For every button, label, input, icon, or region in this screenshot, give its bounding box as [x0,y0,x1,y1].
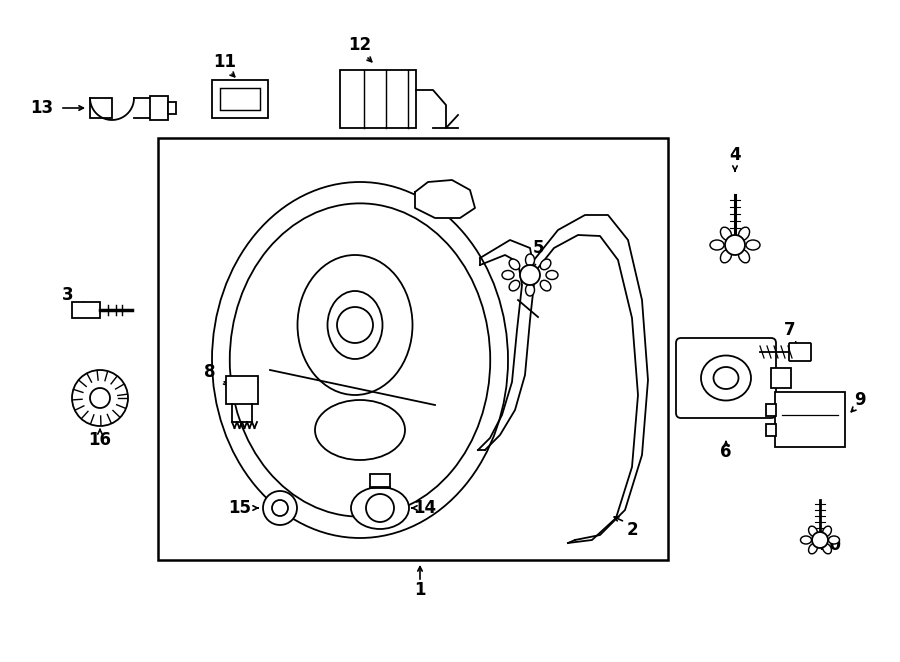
Bar [771,368,791,388]
Ellipse shape [714,367,739,389]
Ellipse shape [720,227,732,240]
Text: 14: 14 [413,499,436,517]
Bar [766,404,776,416]
Text: 9: 9 [854,391,866,409]
Ellipse shape [546,271,558,279]
Circle shape [263,491,297,525]
Circle shape [366,494,394,522]
Circle shape [72,370,128,426]
Ellipse shape [808,544,817,554]
Text: 10: 10 [818,536,842,554]
Ellipse shape [230,203,491,516]
Bar [212,80,268,118]
Bar [168,102,176,114]
Text: 8: 8 [204,363,216,381]
Circle shape [725,235,745,255]
Ellipse shape [540,280,551,291]
Bar [72,302,100,318]
Ellipse shape [351,487,409,529]
Ellipse shape [746,240,760,250]
Ellipse shape [502,271,514,279]
Circle shape [812,532,828,548]
FancyBboxPatch shape [676,338,776,418]
Ellipse shape [526,284,535,296]
Bar [158,138,668,560]
Bar [220,88,260,110]
Bar [150,96,168,120]
Ellipse shape [738,227,750,240]
Text: 15: 15 [229,499,251,517]
Text: 16: 16 [88,431,112,449]
Bar [766,424,776,436]
Ellipse shape [738,250,750,263]
Text: 7: 7 [784,321,796,339]
Bar [90,98,112,118]
Circle shape [90,388,110,408]
Circle shape [520,265,540,285]
Text: 13: 13 [31,99,54,117]
Circle shape [272,500,288,516]
Ellipse shape [526,254,535,266]
Bar [775,392,845,447]
Circle shape [337,307,373,343]
Bar [226,376,258,404]
Ellipse shape [710,240,724,250]
Ellipse shape [212,182,508,538]
Ellipse shape [808,526,817,536]
Text: 5: 5 [532,239,544,257]
Bar [340,70,416,128]
Ellipse shape [823,544,832,554]
Text: 12: 12 [348,36,372,54]
Ellipse shape [720,250,732,263]
Ellipse shape [328,291,382,359]
Text: 11: 11 [213,53,237,71]
Ellipse shape [315,400,405,460]
Text: 3: 3 [62,286,74,304]
Ellipse shape [823,526,832,536]
Ellipse shape [509,259,519,269]
Text: 4: 4 [729,146,741,164]
Ellipse shape [509,280,519,291]
Text: 1: 1 [414,581,426,599]
Text: 6: 6 [720,443,732,461]
Ellipse shape [298,255,412,395]
Bar [370,474,390,488]
Ellipse shape [829,536,840,544]
Ellipse shape [540,259,551,269]
Polygon shape [415,180,475,218]
FancyBboxPatch shape [789,343,811,361]
Text: 2: 2 [626,521,638,539]
Ellipse shape [701,355,751,401]
Ellipse shape [800,536,812,544]
